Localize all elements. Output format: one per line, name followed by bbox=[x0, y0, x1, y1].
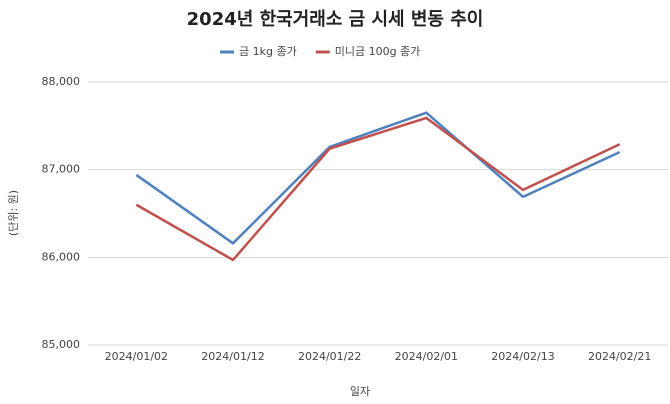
series-line bbox=[135, 111, 621, 245]
x-tick-label: 2024/02/21 bbox=[588, 350, 651, 363]
x-axis-title: 일자 bbox=[350, 384, 370, 398]
chart-title: 2024년 한국거래소 금 시세 변동 추이 bbox=[187, 9, 484, 30]
y-tick-label: 85,000 bbox=[42, 338, 81, 351]
y-axis-title: (단위: 원) bbox=[7, 190, 20, 236]
x-tick-label: 2024/01/22 bbox=[298, 350, 361, 363]
y-tick-label: 87,000 bbox=[42, 163, 81, 176]
legend-label: 금 1kg 종가 bbox=[239, 45, 297, 58]
x-tick-label: 2024/01/12 bbox=[201, 350, 264, 363]
y-tick-label: 86,000 bbox=[42, 250, 81, 263]
legend-label: 미니금 100g 종가 bbox=[335, 45, 421, 58]
x-tick-label: 2024/01/02 bbox=[105, 350, 168, 363]
x-tick-label: 2024/02/01 bbox=[395, 350, 458, 363]
series-line bbox=[135, 116, 621, 262]
x-tick-label: 2024/02/13 bbox=[491, 350, 554, 363]
y-tick-label: 88,000 bbox=[42, 75, 81, 88]
